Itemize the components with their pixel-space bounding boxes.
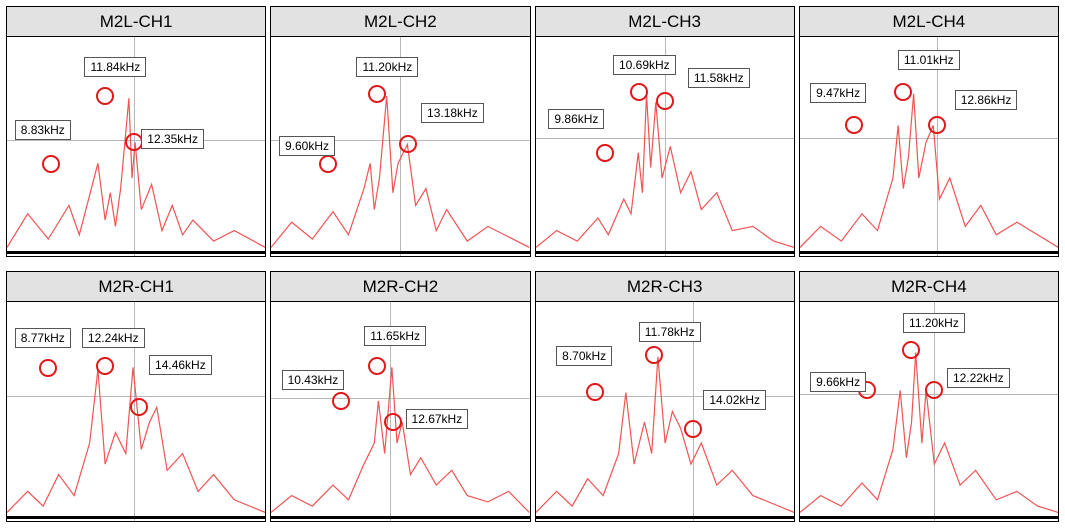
panel-m2l-ch1: M2L-CH1 8.83kHz 11.84kHz 12.35kHz: [6, 6, 266, 257]
baseline: [800, 516, 1058, 519]
peak-label: 8.77kHz: [15, 328, 71, 348]
peak-circle: [684, 420, 702, 438]
spectrum-plot: 9.86kHz 10.69kHz 11.58kHz: [536, 37, 794, 256]
peak-circle: [332, 392, 350, 410]
panel-m2l-ch2: M2L-CH2 9.60kHz 11.20kHz 13.18kHz: [270, 6, 530, 257]
spectrum-plot: 9.66kHz 11.20kHz 12.22kHz: [800, 302, 1058, 521]
peak-label: 12.24kHz: [82, 328, 145, 348]
panel-m2r-ch4: M2R-CH4 9.66kHz 11.20kHz 12.22kHz: [799, 271, 1059, 522]
row-bottom: M2R-CH18.77kHz12.24kHz14.46kHz M2R-CH210…: [4, 269, 1061, 524]
panel-m2l-ch4: M2L-CH4 9.47kHz 11.01kHz 12.86kHz: [799, 6, 1059, 257]
peak-label: 9.60kHz: [279, 136, 335, 156]
row-top: M2L-CH18.83kHz11.84kHz12.35kHz M2L-CH29.…: [4, 4, 1061, 259]
peak-label: 11.65kHz: [364, 326, 426, 346]
spectrum-plot: 8.83kHz 11.84kHz 12.35kHz: [7, 37, 265, 256]
panel-title: M2L-CH4: [800, 7, 1058, 37]
peak-label: 9.47kHz: [810, 83, 866, 103]
peak-circle: [902, 341, 920, 359]
peak-label: 13.18kHz: [421, 103, 484, 123]
baseline: [7, 516, 265, 519]
spectrum-plot: 8.70kHz 11.78kHz 14.02kHz: [536, 302, 794, 521]
spectrum-plot: 9.47kHz 11.01kHz 12.86kHz: [800, 37, 1058, 256]
peak-circle: [125, 133, 143, 151]
spectrum-plot: 9.60kHz 11.20kHz 13.18kHz: [271, 37, 529, 256]
figure-grid: M2L-CH18.83kHz11.84kHz12.35kHz M2L-CH29.…: [0, 0, 1065, 530]
peak-circle: [894, 83, 912, 101]
baseline: [800, 251, 1058, 254]
peak-label: 8.83kHz: [15, 120, 71, 140]
peak-label: 9.66kHz: [810, 372, 866, 392]
peak-circle: [656, 92, 674, 110]
peak-label: 11.84kHz: [84, 57, 146, 77]
spectrum-line: [800, 302, 1058, 521]
peak-circle: [368, 357, 386, 375]
panel-title: M2R-CH3: [536, 272, 794, 302]
baseline: [536, 516, 794, 519]
panel-title: M2R-CH1: [7, 272, 265, 302]
peak-label: 11.58kHz: [688, 68, 750, 88]
peak-label: 8.70kHz: [556, 346, 612, 366]
peak-circle: [384, 413, 402, 431]
peak-circle: [39, 359, 57, 377]
panel-title: M2R-CH4: [800, 272, 1058, 302]
panel-m2l-ch3: M2L-CH3 9.86kHz 10.69kHz 11.58kHz: [535, 6, 795, 257]
peak-circle: [928, 116, 946, 134]
peak-label: 11.20kHz: [903, 313, 965, 333]
panel-title: M2L-CH1: [7, 7, 265, 37]
peak-circle: [96, 357, 114, 375]
peak-label: 10.43kHz: [282, 370, 345, 390]
peak-label: 9.86kHz: [548, 109, 604, 129]
panel-title: M2R-CH2: [271, 272, 529, 302]
peak-circle: [42, 155, 60, 173]
peak-label: 12.67kHz: [406, 409, 469, 429]
panel-m2r-ch1: M2R-CH1 8.77kHz 12.24kHz14.46kHz: [6, 271, 266, 522]
peak-circle: [130, 398, 148, 416]
peak-circle: [925, 381, 943, 399]
peak-circle: [845, 116, 863, 134]
baseline: [7, 251, 265, 254]
peak-label: 14.02kHz: [703, 390, 766, 410]
peak-circle: [630, 83, 648, 101]
panel-m2r-ch3: M2R-CH3 8.70kHz 11.78kHz 14.02kHz: [535, 271, 795, 522]
baseline: [271, 251, 529, 254]
peak-label: 12.86kHz: [955, 90, 1018, 110]
baseline: [271, 516, 529, 519]
peak-circle: [586, 383, 604, 401]
panel-title: M2L-CH2: [271, 7, 529, 37]
peak-circle: [368, 85, 386, 103]
peak-label: 10.69kHz: [613, 55, 676, 75]
peak-label: 11.78kHz: [639, 322, 701, 342]
panel-title: M2L-CH3: [536, 7, 794, 37]
peak-label: 11.20kHz: [356, 57, 418, 77]
peak-label: 14.46kHz: [149, 355, 212, 375]
peak-label: 12.22kHz: [947, 368, 1010, 388]
peak-label: 11.01kHz: [898, 50, 960, 70]
peak-circle: [319, 155, 337, 173]
peak-label: 12.35kHz: [141, 129, 204, 149]
baseline: [536, 251, 794, 254]
peak-circle: [645, 346, 663, 364]
spectrum-plot: 8.77kHz 12.24kHz14.46kHz: [7, 302, 265, 521]
panel-m2r-ch2: M2R-CH2 10.43kHz 11.65kHz 12.67kHz: [270, 271, 530, 522]
spectrum-plot: 10.43kHz 11.65kHz 12.67kHz: [271, 302, 529, 521]
